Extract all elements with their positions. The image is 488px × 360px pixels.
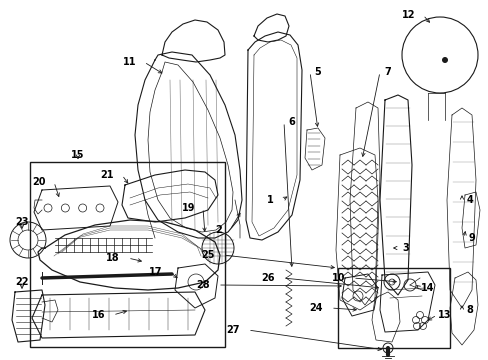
- Text: 7: 7: [384, 67, 390, 77]
- Text: 3: 3: [402, 243, 408, 253]
- Text: 8: 8: [466, 305, 472, 315]
- Text: 25: 25: [201, 250, 215, 260]
- Text: 16: 16: [91, 310, 105, 320]
- Text: 14: 14: [420, 283, 434, 293]
- Text: 4: 4: [466, 195, 472, 205]
- Text: 27: 27: [226, 325, 240, 335]
- Text: 18: 18: [106, 253, 120, 263]
- Text: 15: 15: [71, 150, 84, 160]
- Text: 12: 12: [401, 10, 414, 20]
- Text: 19: 19: [181, 203, 195, 213]
- Text: 20: 20: [32, 177, 46, 187]
- Bar: [30, 162, 224, 347]
- Text: 22: 22: [15, 277, 29, 287]
- Text: 11: 11: [122, 57, 136, 67]
- Text: 23: 23: [15, 217, 29, 227]
- Text: 6: 6: [288, 117, 295, 127]
- Text: 17: 17: [148, 267, 162, 277]
- Text: 13: 13: [437, 310, 451, 320]
- Text: 2: 2: [215, 225, 222, 235]
- Text: 5: 5: [314, 67, 321, 77]
- Text: 28: 28: [196, 280, 209, 290]
- Text: 10: 10: [331, 273, 345, 283]
- Text: 9: 9: [468, 233, 474, 243]
- Circle shape: [441, 57, 447, 63]
- Text: 21: 21: [101, 170, 114, 180]
- Text: 24: 24: [309, 303, 323, 313]
- Bar: [337, 268, 449, 348]
- Text: 1: 1: [267, 195, 273, 205]
- Text: 26: 26: [261, 273, 274, 283]
